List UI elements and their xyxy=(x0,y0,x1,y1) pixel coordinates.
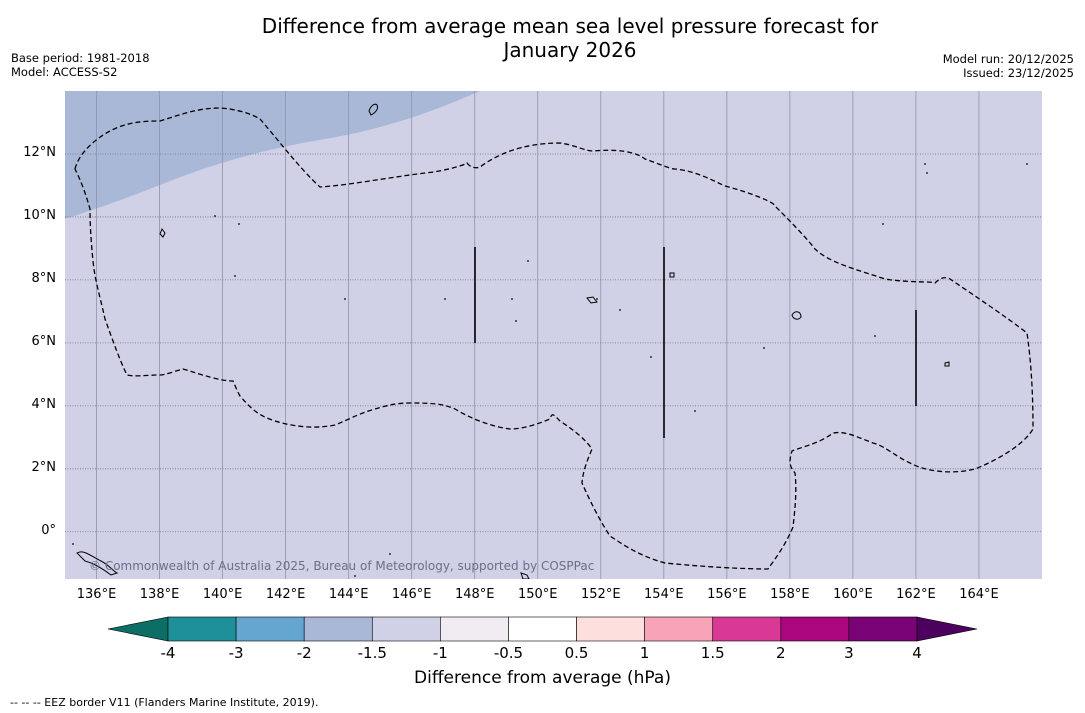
colorbar-low-extend xyxy=(107,616,169,642)
island-outline xyxy=(76,551,119,576)
pressure-anomaly-region xyxy=(65,91,480,219)
colorbar-title: Difference from average (hPa) xyxy=(414,668,671,688)
title-line-1: Difference from average mean sea level p… xyxy=(261,14,879,38)
colorbar-bin xyxy=(644,616,714,642)
y-tick-label: 12°N xyxy=(23,144,56,160)
colorbar-bin xyxy=(576,616,645,642)
colorbar-tick-label: -2 xyxy=(296,644,312,662)
colorbar-bin xyxy=(235,616,305,642)
colorbar-tick-label: -3 xyxy=(228,644,244,662)
island-outline xyxy=(791,311,802,320)
colorbar-tick-label: 1.5 xyxy=(700,644,725,662)
colorbar-high-extend xyxy=(916,616,978,642)
colorbar-tick-label: 2 xyxy=(776,644,786,662)
island-outline xyxy=(368,103,378,116)
colorbar-bin xyxy=(371,616,441,642)
island-outline xyxy=(159,227,166,238)
y-tick-label: 2°N xyxy=(31,459,57,475)
x-tick-label: 144°E xyxy=(328,587,369,602)
x-tick-label: 136°E xyxy=(76,587,117,602)
x-tick-label: 140°E xyxy=(202,587,243,602)
colorbar-bin xyxy=(848,616,918,642)
boundary-segments xyxy=(474,247,917,438)
colorbar-tick-label: -1 xyxy=(432,644,448,662)
y-tick-label: 4°N xyxy=(31,396,57,412)
colorbar-bin xyxy=(167,616,237,642)
y-tick-label: 8°N xyxy=(31,270,57,286)
x-tick-label: 138°E xyxy=(139,587,180,602)
y-tick-label: 6°N xyxy=(31,333,57,349)
colorbar-tick-label: 1 xyxy=(639,644,650,662)
colorbar-bin xyxy=(780,616,850,642)
copyright-notice: © Commonwealth of Australia 2025, Bureau… xyxy=(89,559,595,573)
colorbar-bin xyxy=(440,616,509,642)
x-tick-label: 162°E xyxy=(896,587,936,602)
x-tick-label: 152°E xyxy=(581,587,621,602)
colorbar-tick-label: 0.5 xyxy=(564,644,589,662)
island-outline xyxy=(944,361,950,367)
gridlines xyxy=(65,91,1042,579)
y-tick-label: 10°N xyxy=(23,207,56,223)
colorbar-tick-label: -0.5 xyxy=(493,644,524,662)
x-tick-label: 156°E xyxy=(707,587,747,602)
metadata-left: Base period: 1981-2018 Model: ACCESS-S2 xyxy=(11,51,150,79)
map-panel[interactable] xyxy=(65,91,1042,579)
island-outline xyxy=(520,572,530,579)
x-tick-label: 146°E xyxy=(391,587,432,602)
base-period: Base period: 1981-2018 xyxy=(11,51,150,65)
island-outline xyxy=(586,296,598,304)
colorbar-tick-label: 4 xyxy=(912,644,922,662)
issued-date: Issued: 23/12/2025 xyxy=(963,66,1074,80)
metadata-right: Model run: 20/12/2025 Issued: 23/12/2025 xyxy=(943,52,1074,80)
model-run: Model run: 20/12/2025 xyxy=(942,52,1074,66)
map-background xyxy=(65,91,1042,579)
x-tick-label: 160°E xyxy=(833,587,873,602)
island-dots xyxy=(72,163,1028,577)
x-tick-label: 148°E xyxy=(454,587,495,602)
x-tick-label: 164°E xyxy=(959,587,999,602)
islands xyxy=(76,103,950,579)
colorbar-bin xyxy=(508,616,577,642)
model-name: Model: ACCESS-S2 xyxy=(11,65,118,79)
chart-title: Difference from average mean sea level p… xyxy=(200,14,940,62)
x-tick-label: 142°E xyxy=(265,587,306,602)
island-outline xyxy=(669,272,675,278)
eez-borders xyxy=(74,107,1034,570)
eez-border-palau xyxy=(74,107,1034,570)
colorbar-tick-label: 3 xyxy=(844,644,854,662)
colorbar-tick-label: -4 xyxy=(160,644,176,662)
y-tick-label: 0° xyxy=(41,522,56,538)
x-tick-label: 150°E xyxy=(517,587,558,602)
footnote-eez: -- -- -- EEZ border V11 (Flanders Marine… xyxy=(10,696,319,709)
map-canvas[interactable] xyxy=(65,91,1042,579)
x-tick-label: 158°E xyxy=(770,587,810,602)
colorbar-bin xyxy=(303,616,373,642)
colorbar-bin xyxy=(712,616,782,642)
colorbar-tick-label: -1.5 xyxy=(357,644,387,662)
x-tick-label: 154°E xyxy=(644,587,684,602)
title-line-2: January 2026 xyxy=(503,38,637,62)
